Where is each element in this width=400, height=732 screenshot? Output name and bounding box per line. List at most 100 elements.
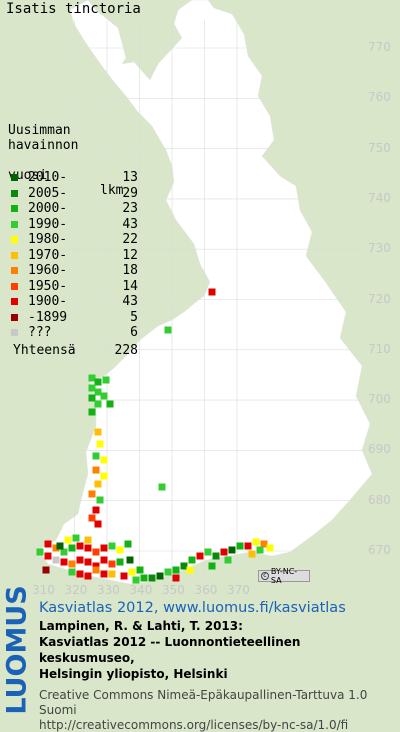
- grid-label-x: 340: [129, 583, 153, 597]
- observation-square: [156, 572, 164, 580]
- observation-square: [94, 428, 102, 436]
- observation-square: [248, 550, 256, 558]
- observation-square: [92, 452, 100, 460]
- legend-count: 43: [122, 216, 138, 232]
- grid-label-x: 350: [162, 583, 185, 597]
- cc-icon: c: [261, 572, 269, 580]
- observation-square: [208, 288, 216, 296]
- observation-square: [44, 552, 52, 560]
- legend-count: 43: [122, 294, 138, 309]
- license-line-2[interactable]: http://creativecommons.org/licenses/by-n…: [39, 718, 349, 732]
- observation-square: [186, 566, 194, 574]
- grid-label-y: 700: [368, 392, 391, 407]
- observation-square: [244, 542, 252, 550]
- observation-square: [108, 542, 116, 550]
- observation-square: [196, 552, 204, 560]
- observation-square: [172, 566, 180, 574]
- legend-row: 1990- 43: [8, 216, 138, 233]
- legend-swatch: [11, 220, 18, 228]
- observation-square: [126, 556, 134, 564]
- grid-label-x: 330: [97, 583, 120, 597]
- observation-square: [220, 548, 228, 556]
- legend-count: 5: [130, 309, 138, 325]
- observation-square: [52, 544, 60, 552]
- legend-count: 23: [122, 201, 138, 216]
- reference-line-1: Lampinen, R. & Lahti, T. 2013:: [39, 619, 243, 633]
- legend-swatch: [11, 205, 18, 212]
- observation-square: [84, 558, 92, 566]
- legend-total-label: Yhteensä: [13, 342, 76, 358]
- observation-square: [256, 546, 264, 554]
- legend-year: 2005-: [28, 185, 68, 201]
- legend-count: 18: [122, 263, 138, 278]
- legend-swatch: [11, 329, 18, 336]
- legend-row: 2000- 23: [8, 201, 138, 217]
- observation-square: [92, 466, 100, 474]
- legend-year: 1990-: [28, 216, 68, 232]
- observation-square: [228, 546, 236, 554]
- license-line-1: Creative Commons Nimeä-Epäkaupallinen-Ta…: [39, 688, 368, 717]
- observation-square: [180, 562, 188, 570]
- legend: Uusimman havainnon vuosi lkm 2010- 13 2005…: [8, 123, 138, 359]
- observation-square: [172, 574, 180, 582]
- observation-square: [68, 568, 76, 576]
- observation-square: [92, 566, 100, 574]
- observation-square: [88, 384, 96, 392]
- observation-square: [204, 548, 212, 556]
- observation-square: [92, 562, 100, 570]
- observation-square: [124, 540, 132, 548]
- legend-swatch: [11, 282, 18, 290]
- finland-outline: [37, 0, 373, 585]
- observation-square: [60, 558, 68, 566]
- observation-square: [42, 566, 50, 574]
- observation-square: [44, 540, 52, 548]
- observation-square: [100, 570, 108, 578]
- observation-square: [84, 536, 92, 544]
- observation-square: [164, 568, 172, 576]
- grid-label-x: 370: [227, 583, 250, 597]
- luomus-logo-text: LUOMUS: [1, 584, 33, 715]
- legend-swatch: [11, 267, 18, 274]
- legend-total: Yhteensä 228: [8, 342, 138, 359]
- observation-square: [100, 472, 108, 480]
- site-link[interactable]: Kasviatlas 2012, www.luomus.fi/kasviatla…: [39, 600, 346, 616]
- legend-row: 1960- 18: [8, 263, 138, 279]
- observation-squares: [36, 288, 274, 584]
- observation-square: [158, 483, 166, 491]
- legend-count: 6: [130, 325, 138, 340]
- legend-header-1: Uusimman: [8, 123, 71, 138]
- observation-square: [260, 540, 268, 548]
- observation-square: [88, 490, 96, 498]
- observation-square: [94, 388, 102, 396]
- legend-year: 1960-: [28, 263, 68, 278]
- legend-row: 2005- 29: [8, 185, 138, 202]
- legend-count-heading: lkm: [100, 183, 124, 198]
- observation-square: [120, 572, 128, 580]
- observation-square: [148, 574, 156, 582]
- legend-count: 12: [122, 247, 138, 263]
- observation-square: [116, 546, 124, 554]
- reference-line-3: Helsingin yliopisto, Helsinki: [39, 667, 228, 681]
- observation-square: [92, 506, 100, 514]
- observation-square: [132, 576, 140, 584]
- grid-label-x: 320: [64, 583, 88, 597]
- observation-square: [224, 556, 232, 564]
- grid-label-y: 770: [368, 40, 391, 54]
- observation-square: [100, 544, 108, 552]
- legend-count: 14: [122, 278, 138, 294]
- observation-square: [68, 560, 76, 568]
- observation-square: [56, 542, 64, 550]
- legend-row: -1899 5: [8, 309, 138, 326]
- legend-swatch: [11, 313, 18, 321]
- observation-square: [84, 544, 92, 552]
- map-grid: [41, 20, 366, 582]
- observation-square: [68, 544, 76, 552]
- observation-square: [36, 548, 44, 556]
- grid-label-y: 750: [368, 140, 391, 155]
- legend-year: -1899: [28, 309, 68, 325]
- credits: Kasviatlas 2012, www.luomus.fi/kasviatla…: [39, 599, 399, 732]
- observation-square: [136, 566, 144, 574]
- legend-row: 1900- 43: [8, 294, 138, 310]
- observation-square: [88, 394, 96, 402]
- grid-label-y: 740: [368, 190, 391, 205]
